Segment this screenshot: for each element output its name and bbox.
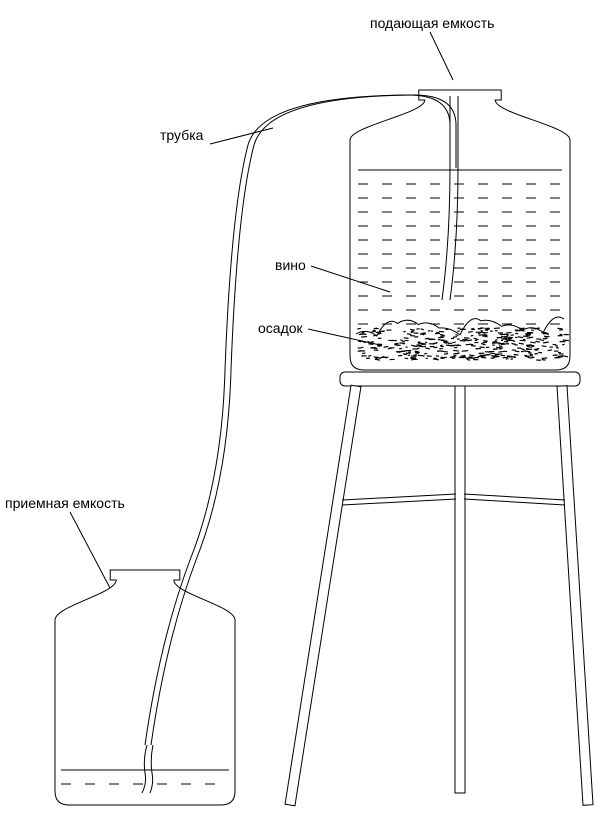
leader-tube bbox=[210, 128, 273, 144]
labels: подающая емкость трубка вино осадок приемная… bbox=[5, 15, 494, 588]
label-supply_jar: подающая емкость bbox=[370, 15, 494, 31]
label-sediment: осадок bbox=[258, 320, 304, 336]
leader-supply_jar bbox=[430, 32, 453, 80]
stool bbox=[285, 372, 593, 806]
supply-jar bbox=[350, 90, 570, 370]
label-tube: трубка bbox=[160, 127, 204, 143]
tube bbox=[142, 95, 456, 793]
leader-receive_jar bbox=[70, 512, 110, 588]
label-receive_jar: приемная емкость bbox=[5, 495, 125, 511]
leader-sediment bbox=[308, 329, 380, 345]
siphon-diagram: подающая емкость трубка вино осадок приемная… bbox=[0, 0, 602, 826]
label-wine: вино bbox=[275, 257, 306, 273]
